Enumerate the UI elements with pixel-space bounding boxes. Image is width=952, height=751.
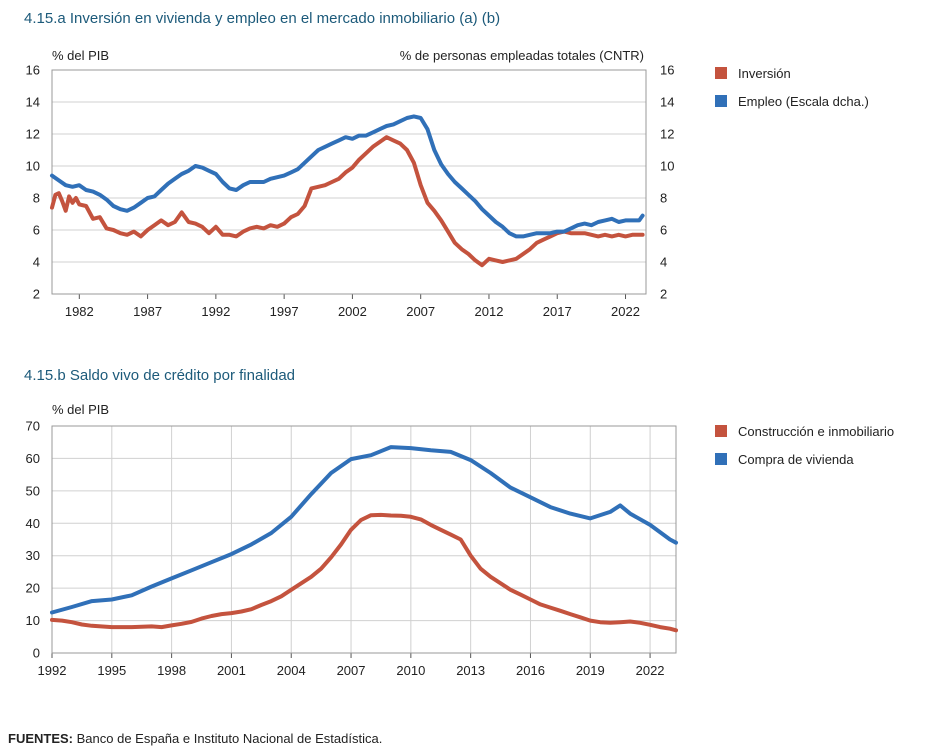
chart-b-ylabel: % del PIB	[52, 402, 109, 417]
chart-b-ytick-label: 50	[26, 483, 40, 498]
sources-note: FUENTES: Banco de España e Instituto Nac…	[8, 731, 382, 746]
chart-a-xtick-label: 1992	[201, 304, 230, 319]
chart-a-ytick-label: 10	[26, 159, 40, 174]
legend-swatch-construccion	[715, 425, 727, 437]
chart-b-legend: Construcción e inmobiliario Compra de vi…	[715, 417, 894, 473]
chart-a-ytick-label: 8	[33, 191, 40, 206]
chart-b-ytick-label: 70	[26, 419, 40, 434]
legend-swatch-empleo	[715, 95, 727, 107]
chart-b-xtick-label: 2022	[636, 663, 665, 678]
legend-label-inversion: Inversión	[738, 65, 791, 81]
legend-item-inversion: Inversión	[715, 59, 869, 87]
chart-a-xtick-label: 1997	[270, 304, 299, 319]
chart-a-series-line-1	[50, 135, 645, 268]
chart-a-xtick-label: 2007	[406, 304, 435, 319]
chart-b-xtick-label: 2019	[576, 663, 605, 678]
chart-b-ytick-label: 0	[33, 646, 40, 661]
chart-a-legend: Inversión Empleo (Escala dcha.)	[715, 59, 869, 115]
legend-label-empleo: Empleo (Escala dcha.)	[738, 93, 869, 109]
chart-a-xtick-label: 1987	[133, 304, 162, 319]
chart-a-xtick-label: 2002	[338, 304, 367, 319]
chart-a-plot: 2 4 6 8 10 12 14 16 2 4 6 8 10 12 14 16 1982 1987 1992 1997…	[26, 63, 675, 320]
chart-b-plot: 0 10 20 30 40 50 60 70 1992 1995 1998 2001 2004 2007 2…	[26, 419, 678, 678]
chart-a-y2tick-label: 16	[660, 63, 674, 78]
chart-b-xtick-label: 2001	[217, 663, 246, 678]
chart-a-xtick-label: 2017	[543, 304, 572, 319]
chart-a-xtick-label: 2012	[475, 304, 504, 319]
chart-a-y2tick-label: 4	[660, 255, 667, 270]
chart-a-y2tick-label: 14	[660, 95, 674, 110]
chart-b-xtick-label: 2016	[516, 663, 545, 678]
chart-a-ylabel-left: % del PIB	[52, 48, 109, 63]
legend-label-compra: Compra de vivienda	[738, 451, 854, 467]
chart-b-xtick-label: 1998	[157, 663, 186, 678]
chart-a-series-line-2	[50, 114, 645, 239]
chart-b-series-line-1	[50, 512, 678, 633]
legend-label-construccion: Construcción e inmobiliario	[738, 423, 895, 439]
chart-b-xtick-label: 2004	[277, 663, 306, 678]
chart-a-xtick-label: 1982	[65, 304, 94, 319]
sources-label: FUENTES:	[8, 731, 73, 746]
chart-a-ytick-label: 4	[33, 255, 40, 270]
chart-a-y2tick-label: 10	[660, 159, 674, 174]
chart-b-xtick-label: 2013	[456, 663, 485, 678]
chart-a-frame	[51, 69, 647, 295]
chart-b-ytick-label: 20	[26, 581, 40, 596]
chart-b-ytick-label: 60	[26, 451, 40, 466]
chart-a-ytick-label: 16	[26, 63, 40, 78]
chart-b-ytick-label: 10	[26, 613, 40, 628]
chart-b-xtick-label: 1995	[97, 663, 126, 678]
chart-a-y2tick-label: 6	[660, 223, 667, 238]
chart-b-ytick-label: 30	[26, 548, 40, 563]
legend-item-compra: Compra de vivienda	[715, 445, 894, 473]
chart-a-title: 4.15.a Inversión en vivienda y empleo en…	[24, 10, 501, 27]
chart-b-xtick-label: 2007	[337, 663, 366, 678]
chart-a-y2tick-label: 2	[660, 287, 667, 302]
chart-b-ytick-label: 40	[26, 516, 40, 531]
chart-a-ylabel-right: % de personas empleadas totales (CNTR)	[400, 48, 644, 63]
legend-swatch-inversion	[715, 67, 727, 79]
chart-b-series-line-2	[50, 445, 678, 615]
legend-item-construccion: Construcción e inmobiliario	[715, 417, 894, 445]
chart-a-y2tick-label: 8	[660, 191, 667, 206]
legend-item-empleo: Empleo (Escala dcha.)	[715, 87, 869, 115]
chart-a-ytick-label: 2	[33, 287, 40, 302]
chart-b-xtick-label: 1992	[38, 663, 67, 678]
chart-a-ytick-label: 12	[26, 127, 40, 142]
chart-a-xtick-label: 2022	[611, 304, 640, 319]
chart-a-ytick-label: 14	[26, 95, 40, 110]
legend-swatch-compra	[715, 453, 727, 465]
chart-b-title: 4.15.b Saldo vivo de crédito por finalid…	[24, 367, 296, 384]
chart-b-xtick-label: 2010	[396, 663, 425, 678]
chart-b-frame	[51, 425, 677, 654]
chart-a-y2tick-label: 12	[660, 127, 674, 142]
chart-a-ytick-label: 6	[33, 223, 40, 238]
sources-text: Banco de España e Instituto Nacional de …	[76, 731, 383, 746]
